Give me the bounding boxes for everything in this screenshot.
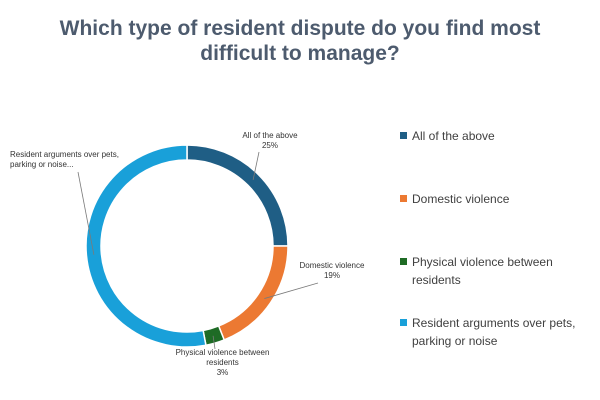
legend-label-line: Resident arguments over pets, xyxy=(412,316,576,330)
data-label-name: residents xyxy=(206,358,239,367)
legend-swatch xyxy=(400,195,407,202)
data-label-name: parking or noise... xyxy=(10,160,74,169)
leader-lines xyxy=(77,151,319,350)
leader-line-all-of-the-above xyxy=(252,151,260,180)
data-label-value: 25% xyxy=(261,141,278,150)
legend-swatch xyxy=(400,132,407,139)
data-label-name: Resident arguments over pets, xyxy=(10,150,119,159)
legend-label-line: All of the above xyxy=(412,129,495,143)
data-label-value: 19% xyxy=(323,271,340,280)
data-label-name: All of the above xyxy=(242,131,298,140)
data-label-all-of-the-above: All of the above 25% xyxy=(230,131,310,151)
donut-slice-resident-arguments-over-pets-parking-or-noise xyxy=(85,144,207,348)
data-label-name: Domestic violence xyxy=(299,261,365,270)
donut-slice-domestic-violence xyxy=(217,245,289,341)
leader-line-resident-arguments-over-pets-parking-or-noise xyxy=(77,171,95,255)
legend-label-line: Domestic violence xyxy=(412,192,510,206)
data-label-resident-arguments: Resident arguments over pets, parking or… xyxy=(10,150,160,170)
legend-label: Physical violence between residents xyxy=(412,253,597,289)
legend-swatch xyxy=(400,319,407,326)
data-label-domestic-violence: Domestic violence 19% xyxy=(292,261,372,281)
legend-label-line: residents xyxy=(412,273,461,287)
data-label-value: 3% xyxy=(216,368,229,377)
data-label-physical-violence: Physical violence between residents 3% xyxy=(160,348,285,378)
legend-swatch xyxy=(400,258,407,265)
donut-slices xyxy=(85,144,289,348)
legend-label-line: Physical violence between xyxy=(412,255,553,269)
chart-title-line-1: Which type of resident dispute do you fi… xyxy=(59,17,541,40)
leader-line-physical-violence-between-residents xyxy=(212,335,216,350)
leader-line-domestic-violence xyxy=(264,282,319,299)
chart-title-line-2: difficult to manage? xyxy=(200,42,400,65)
legend-label: All of the above xyxy=(412,127,597,145)
chart-title: Which type of resident dispute do you fi… xyxy=(0,16,600,66)
legend-label-line: parking or noise xyxy=(412,334,498,348)
donut-slice-all-of-the-above xyxy=(186,144,289,247)
legend-label: Resident arguments over pets, parking or… xyxy=(412,314,597,350)
legend-label: Domestic violence xyxy=(412,190,597,208)
data-label-name: Physical violence between xyxy=(175,348,270,357)
